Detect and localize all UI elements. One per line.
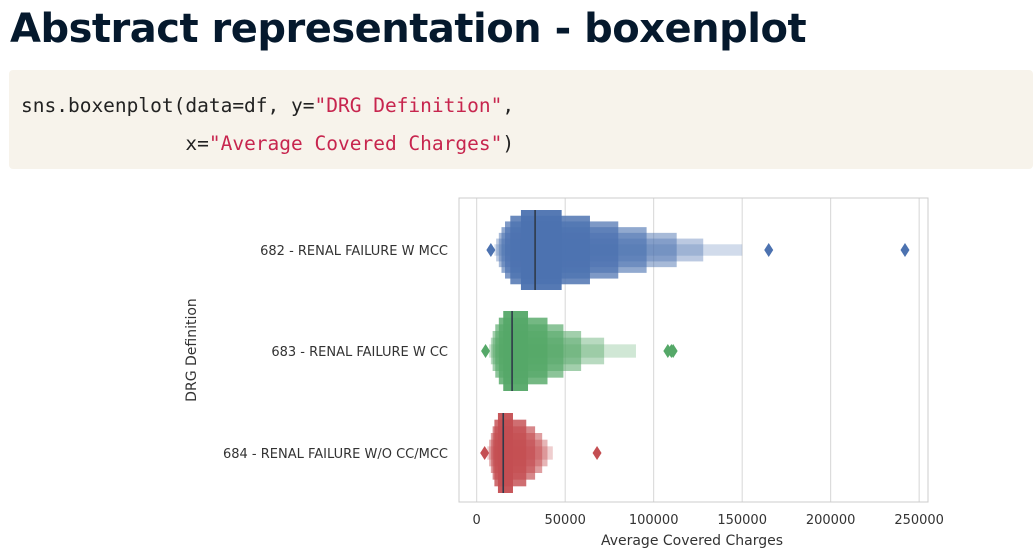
x-tick-labels: 0 50000 100000 150000 200000 250000 bbox=[473, 513, 944, 528]
x-axis-label: Average Covered Charges bbox=[601, 533, 783, 549]
outlier-point bbox=[486, 243, 496, 257]
outlier-point bbox=[592, 446, 602, 460]
code-text: sns.boxenplot(data=df, y= bbox=[21, 94, 315, 117]
outlier-point bbox=[480, 446, 490, 460]
outlier-point bbox=[900, 243, 910, 257]
outlier-point bbox=[668, 344, 678, 358]
plot-frame bbox=[458, 197, 929, 503]
code-text: , bbox=[502, 94, 515, 117]
chart-boxes bbox=[480, 210, 910, 493]
y-tick-label: 682 - RENAL FAILURE W MCC bbox=[260, 244, 448, 259]
outlier-point bbox=[481, 344, 491, 358]
code-string: "DRG Definition" bbox=[314, 94, 503, 117]
y-tick-labels: 682 - RENAL FAILURE W MCC 683 - RENAL FAI… bbox=[223, 244, 448, 462]
boxen-box bbox=[497, 413, 513, 493]
y-tick-label: 684 - RENAL FAILURE W/O CC/MCC bbox=[223, 447, 448, 462]
x-tick-label: 100000 bbox=[629, 513, 679, 528]
code-block: sns.boxenplot(data=df, y="DRG Definition… bbox=[9, 70, 1033, 169]
boxen-box bbox=[520, 210, 562, 290]
code-text: ) bbox=[502, 132, 515, 155]
x-tick-label: 200000 bbox=[806, 513, 856, 528]
outlier-point bbox=[764, 243, 774, 257]
boxenplot-chart: 682 - RENAL FAILURE W MCC 683 - RENAL FAI… bbox=[184, 197, 944, 549]
code-text: x= bbox=[21, 132, 209, 155]
x-tick-label: 250000 bbox=[894, 513, 944, 528]
y-tick-label: 683 - RENAL FAILURE W CC bbox=[271, 345, 448, 360]
slide-title: Abstract representation - boxenplot bbox=[10, 6, 807, 52]
boxen-box bbox=[503, 311, 529, 391]
x-tick-label: 0 bbox=[473, 513, 481, 528]
x-tick-label: 150000 bbox=[717, 513, 767, 528]
y-axis-label: DRG Definition bbox=[184, 298, 200, 402]
x-tick-label: 50000 bbox=[545, 513, 586, 528]
code-string: "Average Covered Charges" bbox=[208, 132, 503, 155]
